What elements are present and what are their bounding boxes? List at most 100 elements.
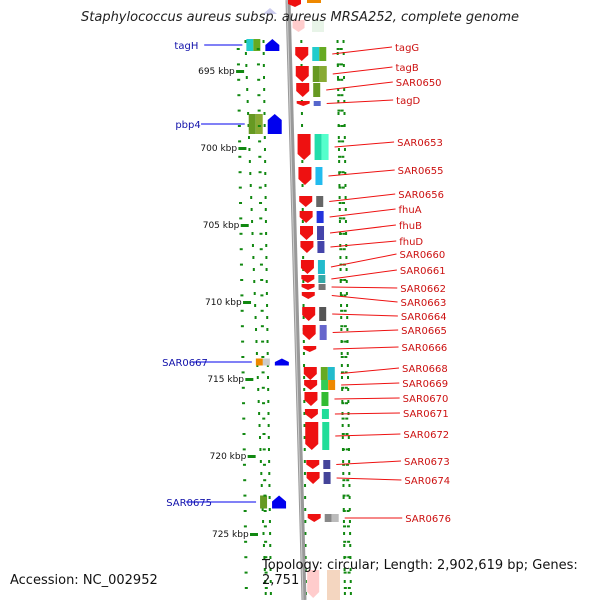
topology-text: Topology: circular; Length: 2,902,619 bp… [262, 558, 578, 588]
cog-tile [312, 66, 320, 82]
right-gene-label: SAR0666 [402, 343, 448, 354]
tick-mark [342, 202, 346, 204]
gene-labels: tagG tagB SAR0650 tagD SAR0653 SAR0655 SAR0656… [162, 41, 451, 525]
guide-dot [268, 460, 271, 463]
guide-dot [337, 148, 340, 151]
tick-mark [258, 155, 262, 158]
guide-dot [263, 76, 266, 79]
cog-tile [248, 114, 256, 134]
guide-dot [265, 268, 268, 271]
guide-dot [301, 184, 304, 187]
guide-dot [338, 196, 341, 199]
guide-dot [262, 532, 265, 535]
right-gene-label: SAR0665 [401, 326, 447, 337]
leader-line [331, 286, 398, 289]
guide-dot [302, 316, 305, 319]
guide-dot [348, 484, 351, 487]
guide-dot [258, 436, 261, 439]
tick-mark [343, 525, 347, 528]
guide-dot [266, 316, 269, 319]
tick-mark [258, 171, 262, 174]
reverse-gene-arrow [267, 114, 282, 134]
forward-gene-arrow [302, 325, 316, 340]
right-gene-label: SAR0660 [400, 250, 446, 261]
guide-dot [267, 400, 270, 403]
guide-dot [260, 472, 263, 475]
tick-mark [341, 433, 345, 435]
tick-mark [264, 571, 268, 574]
leader-line [331, 269, 397, 280]
major-tick [245, 378, 254, 381]
guide-dot [344, 184, 347, 187]
cog-color-tiles [246, 0, 340, 600]
guide-dot [349, 592, 352, 595]
tick-mark [343, 571, 347, 574]
tick-mark [238, 186, 242, 189]
tick-mark [244, 540, 248, 543]
cog-tile [316, 211, 324, 223]
guide-dot [247, 136, 250, 139]
tick-mark [347, 587, 351, 589]
guide-dot [300, 40, 303, 43]
guide-dot [345, 256, 348, 259]
guide-dot [304, 532, 307, 535]
tick-mark [236, 48, 240, 50]
right-gene-label: SAR0668 [402, 364, 448, 375]
tick-mark [258, 140, 262, 143]
guide-dot [264, 196, 267, 199]
tick-mark [346, 494, 350, 497]
guide-dot [346, 352, 349, 355]
guide-dot [259, 448, 262, 451]
tick-mark [339, 232, 343, 235]
tick-mark [244, 556, 248, 559]
tick-mark [239, 263, 243, 266]
tick-mark [342, 479, 346, 482]
tick-mark [237, 125, 241, 127]
guide-dot [248, 148, 251, 151]
guide-dot [349, 544, 352, 547]
forward-gene-arrow [295, 47, 309, 61]
gene-arrows [263, 0, 321, 598]
guide-dot [346, 328, 349, 331]
cog-tile [317, 226, 325, 240]
guide-dot [340, 328, 343, 331]
cog-tile [322, 422, 330, 450]
tick-mark [337, 125, 341, 127]
cog-tile [321, 409, 329, 419]
guide-dot [263, 112, 266, 115]
leader-line [331, 295, 398, 303]
guide-dot [342, 496, 345, 499]
guide-dot [339, 256, 342, 259]
guide-dot [304, 568, 307, 571]
cog-tile [319, 47, 327, 61]
right-gene-label: fhuA [399, 205, 422, 216]
guide-dot [253, 292, 256, 295]
guide-dot [258, 424, 261, 427]
tick-mark [342, 494, 346, 497]
cog-tile [321, 134, 329, 160]
guide-dot [348, 496, 351, 499]
guide-dot [341, 400, 344, 403]
tick-mark [257, 125, 261, 127]
tick-mark [339, 294, 343, 297]
tick-mark [241, 356, 245, 358]
guide-dot [251, 244, 254, 247]
guide-dot [263, 124, 266, 127]
guide-dot [345, 280, 348, 283]
cog-tile [323, 472, 331, 484]
guide-dot [338, 208, 341, 211]
tick-mark [259, 217, 263, 220]
forward-gene-arrow [301, 284, 315, 290]
guide-dot [263, 100, 266, 103]
guide-dot [265, 280, 268, 283]
forward-gene-arrow [299, 211, 313, 223]
cog-tile [312, 47, 320, 61]
cog-tile [255, 358, 263, 366]
tick-mark [345, 463, 349, 466]
major-tick [247, 455, 256, 458]
cog-tile [255, 114, 263, 134]
forward-gene-arrow [307, 514, 321, 522]
cog-tile [321, 380, 329, 390]
forward-gene-arrow [307, 570, 320, 598]
tick-mark [238, 171, 242, 174]
